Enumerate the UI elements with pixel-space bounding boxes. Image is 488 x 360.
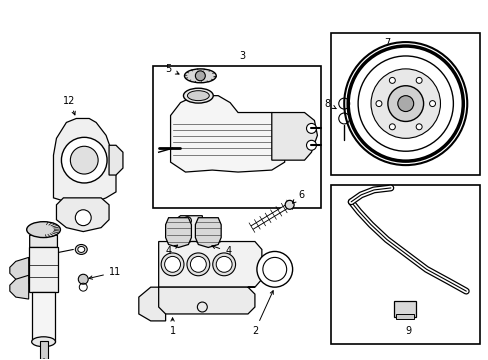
Bar <box>393 301 415 317</box>
Circle shape <box>397 96 413 112</box>
Ellipse shape <box>75 244 87 255</box>
Circle shape <box>161 253 183 276</box>
Circle shape <box>415 77 421 84</box>
Polygon shape <box>195 218 221 247</box>
Polygon shape <box>53 118 116 205</box>
Polygon shape <box>172 216 202 242</box>
Polygon shape <box>150 287 254 314</box>
Circle shape <box>216 256 232 272</box>
Circle shape <box>428 100 435 107</box>
Circle shape <box>70 146 98 174</box>
Circle shape <box>190 256 206 272</box>
Circle shape <box>75 210 91 226</box>
Ellipse shape <box>183 88 213 103</box>
Polygon shape <box>271 113 317 160</box>
Ellipse shape <box>32 337 55 347</box>
Polygon shape <box>170 96 284 172</box>
Text: 12: 12 <box>63 96 75 115</box>
Text: 4: 4 <box>165 245 177 256</box>
Circle shape <box>186 253 209 276</box>
Circle shape <box>164 256 180 272</box>
Circle shape <box>388 77 394 84</box>
Circle shape <box>285 201 293 209</box>
Polygon shape <box>165 218 191 247</box>
Polygon shape <box>10 257 29 283</box>
Polygon shape <box>158 242 262 287</box>
Circle shape <box>78 274 88 284</box>
Polygon shape <box>56 198 109 231</box>
Circle shape <box>212 253 235 276</box>
Circle shape <box>370 69 440 138</box>
Ellipse shape <box>184 69 216 83</box>
Polygon shape <box>109 145 122 175</box>
Bar <box>152 66 321 208</box>
Circle shape <box>61 137 107 183</box>
Text: 4: 4 <box>211 245 231 256</box>
Ellipse shape <box>27 222 61 238</box>
Ellipse shape <box>187 91 209 100</box>
Text: 10: 10 <box>0 359 1 360</box>
Polygon shape <box>139 287 165 321</box>
Text: 6: 6 <box>292 190 304 203</box>
Text: 2: 2 <box>251 291 273 336</box>
Polygon shape <box>10 275 29 299</box>
Bar <box>331 185 479 344</box>
Circle shape <box>256 251 292 287</box>
Circle shape <box>415 124 421 130</box>
Text: 9: 9 <box>405 326 411 336</box>
Circle shape <box>344 42 467 165</box>
Circle shape <box>306 123 316 133</box>
Bar <box>395 314 413 319</box>
Bar <box>32 292 55 342</box>
Bar <box>331 33 479 175</box>
Ellipse shape <box>78 247 84 252</box>
Circle shape <box>306 140 316 150</box>
Circle shape <box>387 86 423 121</box>
Text: 7: 7 <box>383 38 389 48</box>
Text: 5: 5 <box>165 64 179 74</box>
Bar <box>29 247 59 292</box>
Text: 8: 8 <box>324 99 335 109</box>
Circle shape <box>263 257 286 281</box>
Polygon shape <box>30 230 57 247</box>
Text: 11: 11 <box>89 267 121 279</box>
Circle shape <box>195 71 205 81</box>
Circle shape <box>388 124 394 130</box>
Circle shape <box>375 100 381 107</box>
Text: 3: 3 <box>239 51 244 61</box>
Text: 1: 1 <box>169 318 175 336</box>
Bar <box>40 341 47 359</box>
